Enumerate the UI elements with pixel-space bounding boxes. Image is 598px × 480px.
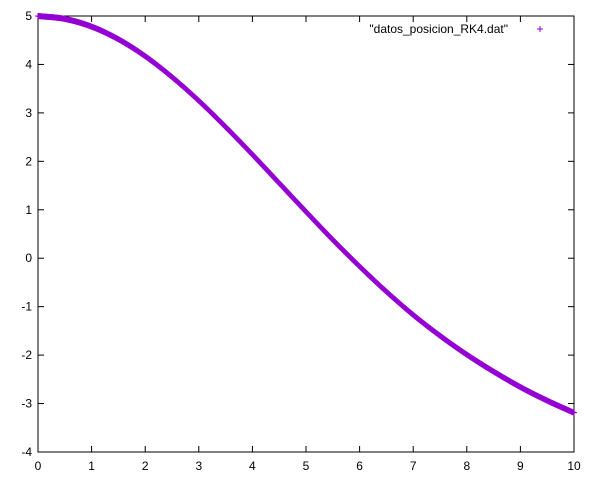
y-tick-label: -2: [21, 348, 32, 362]
x-tick-label: 7: [410, 459, 417, 473]
data-points: [35, 13, 577, 416]
x-tick-label: 1: [88, 459, 95, 473]
y-tick-label: -1: [21, 300, 32, 314]
x-tick-label: 5: [303, 459, 310, 473]
x-tick-labels: 0 1 2 3 4 5 6 7 8 9 10: [35, 459, 581, 473]
y-tick-label: 1: [25, 203, 32, 217]
x-tick-label: 10: [567, 459, 581, 473]
y-tick-label: 0: [25, 251, 32, 265]
legend-label: "datos_posicion_RK4.dat": [369, 22, 508, 36]
x-tick-label: 9: [517, 459, 524, 473]
x-tick-label: 4: [249, 459, 256, 473]
y-tick-label: 3: [25, 106, 32, 120]
y-tick-labels: 5 4 3 2 1 0 -1 -2 -3 -4: [21, 9, 32, 459]
plot-frame: [37, 15, 575, 453]
x-tick-label: 3: [195, 459, 202, 473]
y-tick-label: 2: [25, 154, 32, 168]
x-tick-label: 6: [356, 459, 363, 473]
x-tick-label: 2: [142, 459, 149, 473]
x-tick-label: 0: [35, 459, 42, 473]
y-tick-label: -4: [21, 445, 32, 459]
y-tick-label: 4: [25, 57, 32, 71]
y-tick-label: 5: [25, 9, 32, 23]
legend: "datos_posicion_RK4.dat": [369, 22, 543, 36]
x-tick-label: 8: [463, 459, 470, 473]
legend-marker: [537, 26, 543, 32]
y-tick-label: -3: [21, 397, 32, 411]
data-point: [571, 409, 577, 416]
legend-marker-plus: [537, 26, 543, 32]
axis-ticks: [37, 15, 575, 453]
